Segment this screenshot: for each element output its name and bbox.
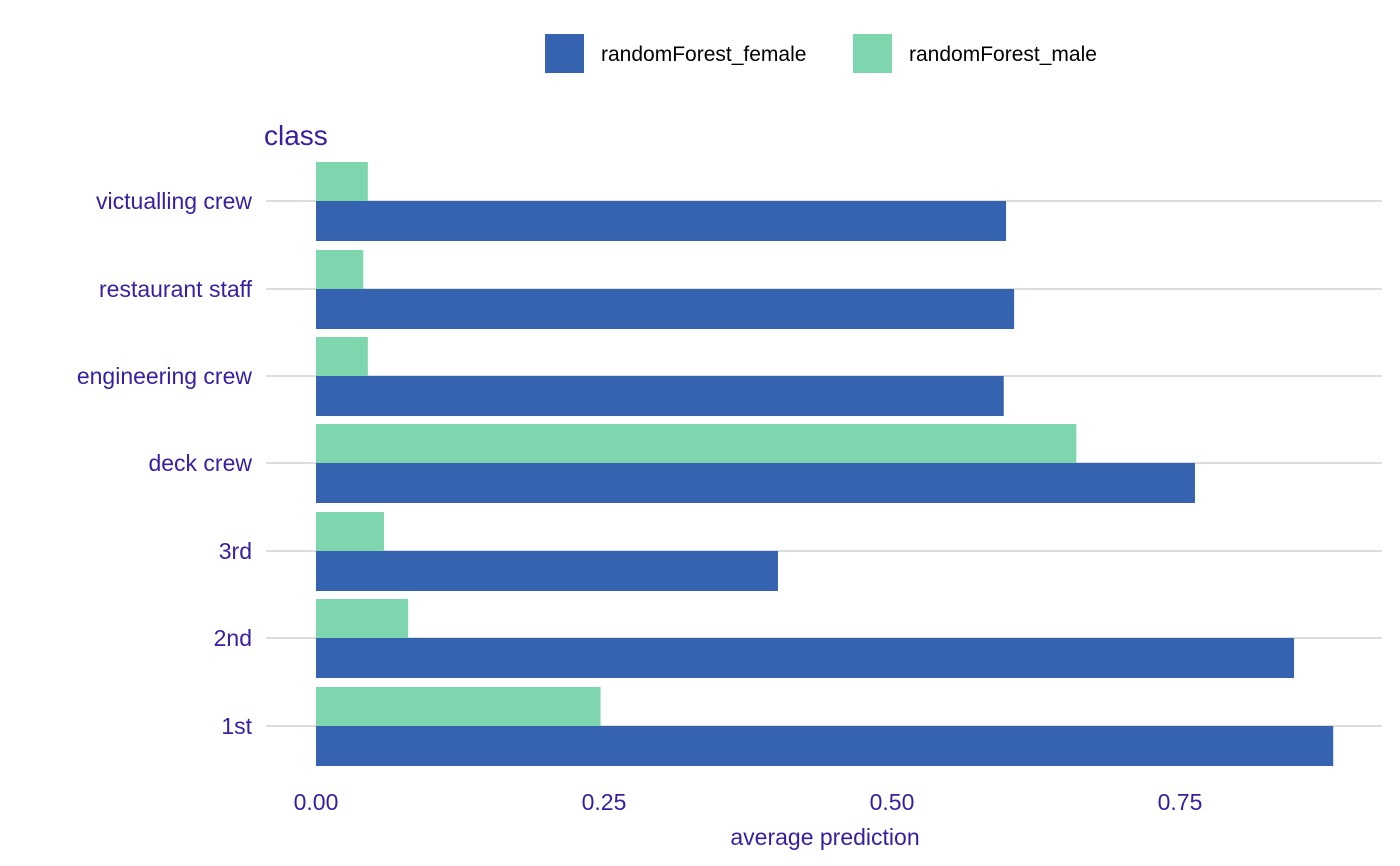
y-tick-label: deck crew xyxy=(148,450,252,476)
legend-label-female: randomForest_female xyxy=(601,43,806,66)
y-tick-label: 1st xyxy=(221,713,252,739)
bar-female xyxy=(316,463,1195,503)
bar-male xyxy=(316,687,601,726)
bar-female xyxy=(316,201,1007,241)
x-tick-label: 0.25 xyxy=(582,789,627,815)
x-tick-label: 0.50 xyxy=(870,789,915,815)
bar-male xyxy=(316,337,368,376)
bar-male xyxy=(316,424,1077,463)
bar-male xyxy=(316,250,364,289)
y-tick-label: restaurant staff xyxy=(99,276,253,302)
y-axis: victualling crew restaurant staff engineer… xyxy=(77,188,253,739)
x-axis: 0.00 0.25 0.50 0.75 xyxy=(294,789,1203,815)
facet-label: class xyxy=(264,120,328,151)
bar-female xyxy=(316,289,1015,329)
x-axis-title: average prediction xyxy=(730,824,919,850)
y-tick-label: 3rd xyxy=(219,538,252,564)
y-tick-label: 2nd xyxy=(214,625,252,651)
bar-female xyxy=(316,638,1295,678)
legend-swatch-male xyxy=(853,34,892,73)
y-tick-label: victualling crew xyxy=(96,188,252,214)
y-tick-label: engineering crew xyxy=(77,363,253,389)
x-tick-label: 0.75 xyxy=(1158,789,1203,815)
legend-label-male: randomForest_male xyxy=(909,43,1097,66)
bar-female xyxy=(316,726,1334,766)
bars xyxy=(316,162,1334,766)
legend: randomForest_female randomForest_male xyxy=(545,34,1097,73)
bar-male xyxy=(316,512,384,551)
bar-male xyxy=(316,162,368,201)
x-tick-label: 0.00 xyxy=(294,789,339,815)
bar-female xyxy=(316,376,1004,416)
legend-swatch-female xyxy=(545,34,584,73)
bar-female xyxy=(316,551,778,591)
bar-male xyxy=(316,599,409,638)
